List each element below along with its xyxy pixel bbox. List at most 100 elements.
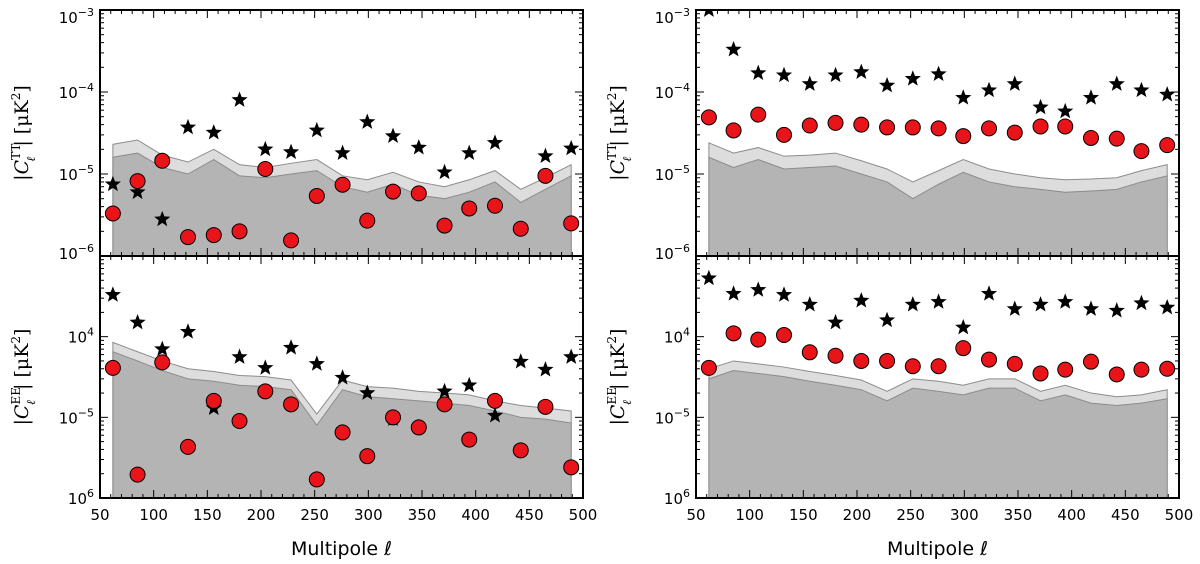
star-point xyxy=(282,143,300,159)
x-tick-label: 500 xyxy=(1165,506,1194,524)
circle-point xyxy=(359,212,376,229)
circle-point xyxy=(904,119,921,136)
circle-point xyxy=(257,161,274,178)
star-point xyxy=(563,348,580,364)
circle-point xyxy=(512,442,529,459)
circle-point xyxy=(205,227,222,244)
circle-point xyxy=(700,109,717,126)
star-point xyxy=(801,296,818,312)
star-point xyxy=(129,183,146,200)
circle-point xyxy=(1032,365,1049,382)
star-point xyxy=(1159,86,1176,102)
star-point xyxy=(486,407,504,423)
star-point xyxy=(179,118,197,135)
star-point xyxy=(827,313,844,330)
circle-point xyxy=(1133,361,1150,378)
circle-point xyxy=(930,120,947,137)
band-dark xyxy=(112,152,572,256)
x-axis-title: Multipole ℓ xyxy=(291,538,392,560)
circle-point xyxy=(154,354,171,371)
band-dark xyxy=(708,370,1168,498)
plot-frame xyxy=(695,255,1180,499)
circle-point xyxy=(750,331,767,348)
star-point xyxy=(410,139,427,155)
y-tick-label: 10−4 xyxy=(655,81,690,102)
x-tick-label: 400 xyxy=(461,506,490,524)
circle-point xyxy=(930,358,947,375)
circle-point xyxy=(537,167,554,184)
x-tick-label: 450 xyxy=(1111,506,1140,524)
star-point xyxy=(775,286,793,302)
circle-point xyxy=(1108,366,1125,383)
x-tick-label: 150 xyxy=(789,506,818,524)
circle-point xyxy=(801,344,818,361)
star-point xyxy=(750,64,767,80)
circle-point xyxy=(776,326,793,343)
y-tick-label: 106 xyxy=(68,487,94,508)
circle-point xyxy=(879,352,896,369)
circle-point xyxy=(827,347,844,364)
star-point xyxy=(104,286,121,302)
circle-point xyxy=(129,466,146,483)
circle-point xyxy=(1133,143,1150,160)
star-point xyxy=(537,361,554,377)
circle-point xyxy=(257,383,274,400)
x-axis-title: Multipole ℓ xyxy=(887,538,988,560)
circle-point xyxy=(205,392,222,409)
x-tick-label: 100 xyxy=(735,506,764,524)
circle-point xyxy=(879,119,896,136)
star-point xyxy=(359,113,376,129)
star-point xyxy=(725,40,742,57)
star-point xyxy=(725,285,742,301)
panel-top-left: 10−6 10−5 10−4 10−3 |CTTℓ| [μK2] xyxy=(9,6,584,263)
circle-point xyxy=(104,205,121,222)
star-point xyxy=(1057,293,1074,309)
star-point xyxy=(930,65,947,82)
star-point xyxy=(1057,102,1074,119)
circle-point xyxy=(904,358,921,375)
star-point xyxy=(205,124,222,140)
panel-top-right: 10−6 10−5 10−4 10−3 |CTTℓ| [μK2] xyxy=(605,6,1180,263)
star-point xyxy=(257,359,274,375)
x-tick-label: 400 xyxy=(1057,506,1086,524)
y-axis-title: |CTTℓ| [μK2] xyxy=(9,85,38,181)
circle-point xyxy=(283,396,300,413)
circle-point xyxy=(1057,361,1074,378)
circle-point xyxy=(180,438,197,455)
circle-point xyxy=(385,183,402,200)
star-point xyxy=(980,285,998,301)
star-point xyxy=(930,293,947,309)
star-point xyxy=(955,318,972,335)
circle-point xyxy=(563,459,580,476)
y-tick-label: 10−5 xyxy=(655,163,690,184)
star-point xyxy=(1133,81,1150,98)
circle-point xyxy=(1082,353,1099,370)
x-tick-label: 50 xyxy=(686,506,705,524)
star-point xyxy=(104,175,121,192)
y-tick-label: 10−6 xyxy=(59,242,94,263)
star-point xyxy=(1032,296,1049,312)
x-tick-label: 200 xyxy=(247,506,276,524)
circle-point xyxy=(750,106,767,123)
circle-point xyxy=(410,185,427,202)
star-point xyxy=(154,210,171,227)
circle-point xyxy=(537,398,554,415)
circle-point xyxy=(853,352,870,369)
x-tick-label: 150 xyxy=(193,506,222,524)
star-point xyxy=(801,75,818,91)
star-point xyxy=(486,134,504,150)
star-point xyxy=(257,140,274,157)
star-point xyxy=(359,384,376,400)
circle-point xyxy=(334,176,351,193)
plot-frame xyxy=(99,255,584,499)
circle-point xyxy=(436,396,453,413)
star-point xyxy=(154,340,171,357)
circle-point xyxy=(180,229,197,246)
star-point xyxy=(334,144,351,160)
circle-point xyxy=(700,359,717,376)
star-point xyxy=(334,369,351,385)
x-tick-label: 500 xyxy=(569,506,598,524)
circle-point xyxy=(1006,124,1023,141)
circle-point xyxy=(436,217,453,234)
